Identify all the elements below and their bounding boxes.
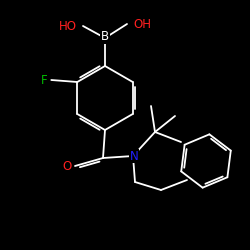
Text: B: B	[101, 30, 109, 44]
Text: HO: HO	[59, 20, 77, 32]
Text: N: N	[130, 150, 138, 162]
Text: OH: OH	[133, 18, 151, 30]
Text: O: O	[63, 160, 72, 172]
Text: F: F	[41, 74, 47, 86]
